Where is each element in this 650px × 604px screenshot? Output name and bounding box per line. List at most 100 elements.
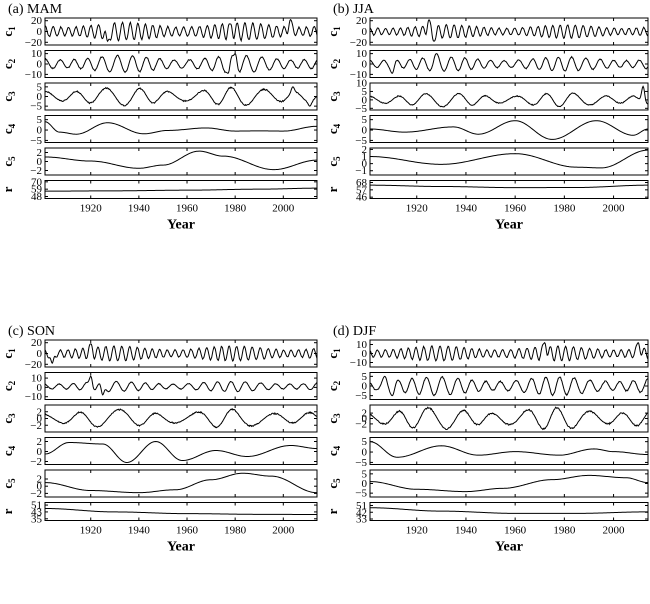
y-tick-label: 0 xyxy=(362,478,368,490)
x-axis-label: Year xyxy=(167,540,195,555)
y-tick-label: 0 xyxy=(362,59,368,71)
component-label: r xyxy=(0,508,15,514)
component-label: c5 xyxy=(325,478,342,489)
y-tick-label: 5 xyxy=(37,81,43,93)
x-tick-label: 1940 xyxy=(455,203,478,215)
y-tick-label: −5 xyxy=(355,103,367,115)
y-tick-label: 5 xyxy=(362,468,368,480)
y-tick-label: 2 xyxy=(37,406,43,418)
series-c4 xyxy=(369,120,649,140)
component-frame xyxy=(369,372,649,400)
x-tick-label: 1940 xyxy=(128,203,151,215)
series-c2 xyxy=(369,53,649,75)
x-tick-label: 2000 xyxy=(603,203,626,215)
series-c1 xyxy=(369,341,649,362)
x-axis-label: Year xyxy=(495,218,523,233)
y-tick-label: −5 xyxy=(355,488,367,500)
x-tick-label: 2000 xyxy=(603,525,626,537)
x-tick-label: 1920 xyxy=(80,203,103,215)
y-tick-label: 1 xyxy=(362,151,368,163)
y-tick-label: −5 xyxy=(355,390,367,402)
y-tick-label: 0 xyxy=(362,381,368,393)
component-frame xyxy=(369,147,649,176)
x-tick-label: 1920 xyxy=(406,203,429,215)
y-tick-label: 59 xyxy=(31,184,43,196)
component-label: c2 xyxy=(0,58,17,69)
series-c5 xyxy=(369,474,649,493)
series-c5 xyxy=(44,150,318,171)
component-label: c1 xyxy=(325,348,342,359)
x-tick-label: 1960 xyxy=(504,525,527,537)
component-label: c5 xyxy=(325,156,342,167)
component-frame xyxy=(44,469,318,498)
component-label: c3 xyxy=(0,91,17,102)
y-tick-label: 35 xyxy=(31,513,43,525)
y-tick-label: 5 xyxy=(37,114,43,126)
y-tick-label: −5 xyxy=(355,457,367,469)
component-label: r xyxy=(325,186,340,192)
x-tick-label: 1980 xyxy=(224,525,247,537)
component-label: c3 xyxy=(325,413,342,424)
y-tick-label: −10 xyxy=(25,391,43,403)
y-tick-label: −20 xyxy=(350,37,368,49)
component-label: c4 xyxy=(0,445,17,456)
series-c3 xyxy=(370,85,649,108)
panel-title: (b) JJA xyxy=(333,2,375,17)
series-c3 xyxy=(44,407,318,429)
component-frame xyxy=(44,502,318,521)
y-tick-label: 0 xyxy=(362,348,368,360)
y-tick-label: −5 xyxy=(30,101,42,113)
component-frame xyxy=(369,115,649,143)
series-c4 xyxy=(369,441,649,458)
component-label: c2 xyxy=(0,380,17,391)
y-tick-label: 20 xyxy=(356,15,368,27)
y-tick-label: 51 xyxy=(31,500,42,512)
y-tick-label: −5 xyxy=(30,135,42,147)
x-tick-label: 1920 xyxy=(406,525,429,537)
y-tick-label: 51 xyxy=(356,500,367,512)
y-tick-label: 0 xyxy=(37,446,43,458)
y-tick-label: 57 xyxy=(356,184,368,196)
series-c2 xyxy=(44,375,318,396)
component-label: c5 xyxy=(0,478,17,489)
series-c1 xyxy=(369,18,649,42)
y-tick-label: 5 xyxy=(362,436,368,448)
component-frame xyxy=(44,115,318,143)
y-tick-label: 5 xyxy=(362,114,368,126)
y-tick-label: 33 xyxy=(356,514,368,526)
x-tick-label: 1960 xyxy=(176,203,199,215)
y-tick-label: 20 xyxy=(31,15,43,27)
component-frame xyxy=(44,17,318,46)
y-tick-label: −2 xyxy=(30,420,42,432)
y-tick-label: 0 xyxy=(37,413,43,425)
x-tick-label: 1980 xyxy=(224,203,247,215)
component-label: c4 xyxy=(325,123,342,134)
series-r xyxy=(370,184,648,189)
component-label: r xyxy=(0,186,15,192)
series-c5 xyxy=(370,149,649,169)
x-tick-label: 1960 xyxy=(176,525,199,537)
component-label: c3 xyxy=(325,91,342,102)
series-r xyxy=(45,508,317,515)
series-c2 xyxy=(369,375,649,397)
series-r xyxy=(370,507,648,514)
y-tick-label: −10 xyxy=(25,69,43,81)
y-tick-label: −2 xyxy=(355,418,367,430)
series-c1 xyxy=(44,18,318,43)
y-tick-label: 10 xyxy=(31,373,43,385)
component-label: c1 xyxy=(325,26,342,37)
x-axis-label: Year xyxy=(167,218,195,233)
series-c5 xyxy=(44,472,318,494)
y-tick-label: 0 xyxy=(362,447,368,459)
y-tick-label: 10 xyxy=(356,78,368,90)
y-tick-label: −1 xyxy=(355,165,367,177)
x-tick-label: 1960 xyxy=(504,203,527,215)
panel-title: (d) DJF xyxy=(333,324,376,339)
y-tick-label: 5 xyxy=(362,86,368,98)
y-tick-label: 0 xyxy=(37,91,43,103)
x-tick-label: 2000 xyxy=(272,203,295,215)
y-tick-label: 0 xyxy=(37,26,43,38)
x-tick-label: 2000 xyxy=(272,525,295,537)
x-tick-label: 1980 xyxy=(553,203,576,215)
